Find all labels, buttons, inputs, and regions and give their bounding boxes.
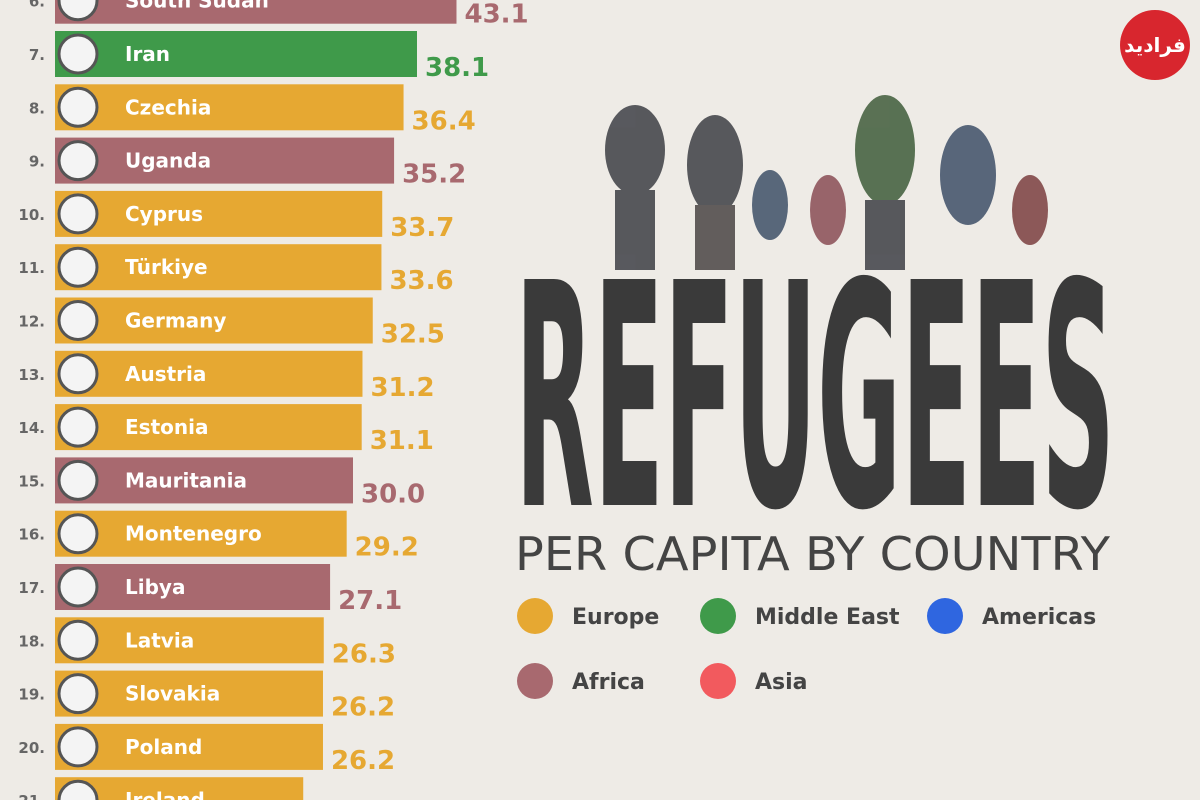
country-label: Uganda — [125, 149, 211, 173]
country-label: Germany — [125, 309, 226, 333]
rank-label: 8. — [29, 99, 45, 117]
country-label: Estonia — [125, 415, 208, 439]
flag — [57, 300, 99, 341]
country-label: Ireland — [125, 788, 205, 800]
rank-label: 6. — [29, 0, 45, 11]
rank-label: 18. — [18, 632, 45, 650]
value-label: 33.6 — [389, 266, 453, 296]
rank-label: 7. — [29, 46, 45, 64]
value-label: 43.1 — [464, 0, 528, 30]
bar — [55, 190, 383, 237]
rank-label: 19. — [18, 686, 45, 704]
value-label: 31.1 — [370, 426, 434, 456]
bar — [55, 0, 457, 24]
rank-label: 17. — [18, 579, 45, 597]
value-label: 36.4 — [412, 106, 476, 136]
bar — [55, 297, 373, 344]
rank-label: 12. — [18, 313, 45, 331]
flag — [57, 140, 99, 182]
bar — [55, 137, 395, 184]
flag — [57, 779, 99, 800]
flag — [57, 566, 99, 608]
illustration — [605, 95, 1048, 270]
value-label: 35.2 — [402, 160, 466, 190]
country-label: Slovakia — [125, 682, 220, 706]
flag — [57, 513, 99, 555]
rank-label: 15. — [18, 472, 45, 490]
flag — [57, 406, 99, 448]
value-label: 27.1 — [338, 586, 402, 616]
subtitle: PER CAPITA BY COUNTRY — [515, 527, 1111, 581]
bar — [55, 723, 323, 770]
country-label: Türkiye — [125, 255, 208, 279]
bar — [55, 564, 331, 610]
bar — [55, 84, 404, 131]
country-label: Austria — [125, 362, 206, 386]
bar — [55, 350, 363, 397]
flag — [57, 459, 99, 501]
rank-label: 21. — [18, 792, 45, 800]
bar — [55, 777, 304, 800]
logo: فرادید — [1124, 33, 1186, 57]
flag — [57, 619, 99, 661]
logo-badge — [1120, 10, 1190, 80]
legend-swatch — [517, 598, 553, 634]
country-label: Mauritania — [125, 468, 247, 492]
country-label: Czechia — [125, 95, 211, 119]
rank-label: 11. — [18, 259, 45, 277]
legend-label: Asia — [755, 670, 808, 695]
bar — [55, 670, 323, 717]
legend-swatch — [700, 663, 736, 699]
bar — [55, 457, 353, 504]
title: REFUGEES — [515, 218, 1115, 579]
legend-label: Americas — [982, 605, 1096, 630]
flag — [57, 193, 99, 235]
flag — [57, 353, 99, 395]
legend-label: Europe — [572, 605, 659, 630]
legend-swatch — [517, 663, 553, 699]
country-label: Cyprus — [125, 202, 203, 226]
rank-label: 9. — [29, 153, 45, 171]
flag — [57, 726, 99, 768]
legend-label: Middle East — [755, 605, 900, 630]
bar — [55, 31, 417, 77]
value-label: 30.0 — [361, 479, 425, 509]
rank-label: 16. — [18, 526, 45, 544]
value-label: 29.2 — [355, 533, 419, 563]
flag — [57, 33, 99, 75]
country-label: Latvia — [125, 628, 194, 652]
flag — [57, 246, 99, 288]
rank-label: 13. — [18, 366, 45, 384]
bar — [55, 617, 324, 664]
country-label: South Sudan — [125, 0, 269, 13]
legend-swatch — [927, 598, 963, 634]
bar — [55, 510, 347, 557]
value-label: 38.1 — [425, 53, 489, 83]
rank-label: 20. — [18, 739, 45, 757]
flag — [57, 86, 99, 128]
country-label: Poland — [125, 735, 202, 759]
country-label: Iran — [125, 42, 170, 66]
country-label: Montenegro — [125, 522, 262, 546]
legend-swatch — [700, 598, 736, 634]
value-label: 26.2 — [331, 693, 395, 723]
rank-label: 10. — [18, 206, 45, 224]
legend: Europe Middle East Americas Africa Asia — [517, 598, 1096, 699]
value-label: 26.2 — [331, 746, 395, 776]
bar — [55, 244, 382, 291]
country-label: Libya — [125, 575, 185, 599]
flag — [57, 0, 99, 22]
bars: 6. South Sudan 43.1 7. Iran 38.1 8. Czechia 36.4… — [18, 0, 529, 800]
value-label: 26.3 — [332, 639, 396, 669]
legend-label: Africa — [572, 670, 645, 695]
value-label: 32.5 — [381, 320, 445, 350]
bar — [55, 404, 362, 451]
value-label: 33.7 — [390, 213, 454, 243]
value-label: 31.2 — [370, 373, 434, 403]
rank-label: 14. — [18, 419, 45, 437]
flag — [57, 673, 99, 715]
